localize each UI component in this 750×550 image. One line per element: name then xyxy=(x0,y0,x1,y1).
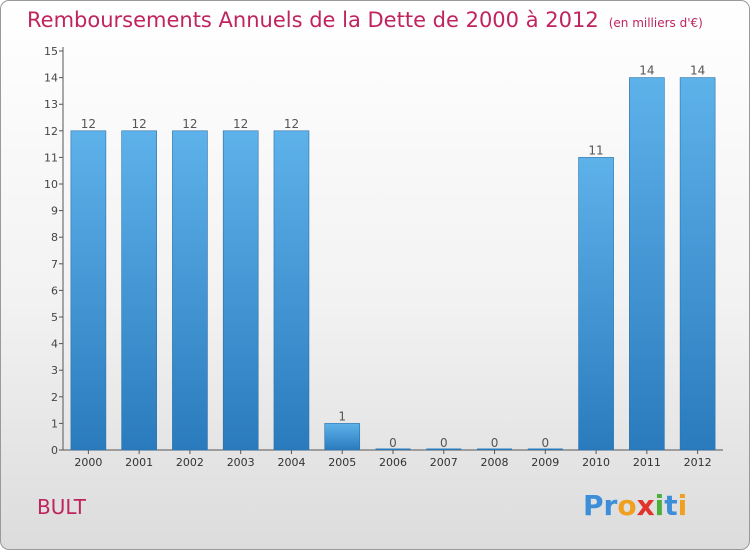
bar xyxy=(70,130,107,451)
y-tick-label: 5 xyxy=(51,311,58,324)
bar xyxy=(273,130,310,451)
bar xyxy=(121,130,157,451)
y-tick-label: 13 xyxy=(44,98,58,111)
bar xyxy=(426,448,462,450)
data-label: 14 xyxy=(639,64,654,78)
y-tick-label: 3 xyxy=(51,364,58,377)
data-label: 12 xyxy=(233,117,248,131)
proxiti-logo: Proxiti xyxy=(583,489,687,522)
y-tick-label: 2 xyxy=(51,391,58,404)
x-tick-label: 2003 xyxy=(227,456,255,469)
bar xyxy=(629,77,665,451)
data-label: 12 xyxy=(81,117,96,131)
logo-letter: P xyxy=(583,489,604,522)
logo-letter: t xyxy=(664,489,678,522)
y-tick-label: 14 xyxy=(44,72,58,85)
data-label: 12 xyxy=(132,117,147,131)
data-label: 11 xyxy=(588,143,603,157)
bar xyxy=(375,448,411,450)
x-tick-label: 2006 xyxy=(379,456,407,469)
logo-letter: i xyxy=(654,489,665,522)
y-tick-label: 11 xyxy=(44,151,58,164)
x-tick-label: 2004 xyxy=(277,456,305,469)
y-tick-label: 4 xyxy=(51,338,58,351)
chart-title: Remboursements Annuels de la Dette de 20… xyxy=(27,8,703,32)
data-label: 12 xyxy=(284,117,299,131)
y-tick-label: 6 xyxy=(51,284,58,297)
data-label: 12 xyxy=(182,117,197,131)
y-tick-label: 0 xyxy=(51,444,58,457)
data-label: 1 xyxy=(338,409,346,423)
x-tick-label: 2001 xyxy=(125,456,153,469)
x-tick-label: 2000 xyxy=(74,456,102,469)
y-tick-label: 10 xyxy=(44,178,58,191)
y-tick-label: 15 xyxy=(44,45,58,58)
logo-letter: r xyxy=(603,489,618,522)
x-tick-label: 2002 xyxy=(176,456,204,469)
data-label: 0 xyxy=(541,436,549,450)
bar xyxy=(172,130,208,451)
bar xyxy=(679,77,716,451)
x-tick-label: 2007 xyxy=(430,456,458,469)
bar xyxy=(477,448,513,450)
data-label: 14 xyxy=(690,64,705,78)
bar xyxy=(527,448,563,450)
y-tick-label: 12 xyxy=(44,125,58,138)
logo-letter: i xyxy=(677,489,688,522)
x-tick-label: 2008 xyxy=(481,456,509,469)
logo-letter: o xyxy=(617,489,637,522)
chart-unit: (en milliers d'€) xyxy=(608,16,703,30)
logo-letter: x xyxy=(636,489,655,522)
data-label: 0 xyxy=(440,436,448,450)
x-tick-label: 2010 xyxy=(582,456,610,469)
bar xyxy=(578,157,614,451)
x-tick-label: 2009 xyxy=(531,456,559,469)
x-tick-label: 2011 xyxy=(633,456,661,469)
bar xyxy=(222,130,259,451)
data-label: 0 xyxy=(389,436,397,450)
commune-name: BULT xyxy=(37,495,86,519)
data-label: 0 xyxy=(491,436,499,450)
chart-title-text: Remboursements Annuels de la Dette de 20… xyxy=(27,8,599,32)
x-tick-label: 2005 xyxy=(328,456,356,469)
y-tick-label: 9 xyxy=(51,205,58,218)
y-tick-label: 1 xyxy=(51,417,58,430)
y-tick-label: 7 xyxy=(51,258,58,271)
y-tick-label: 8 xyxy=(51,231,58,244)
bar xyxy=(324,423,361,451)
x-tick-label: 2012 xyxy=(684,456,712,469)
